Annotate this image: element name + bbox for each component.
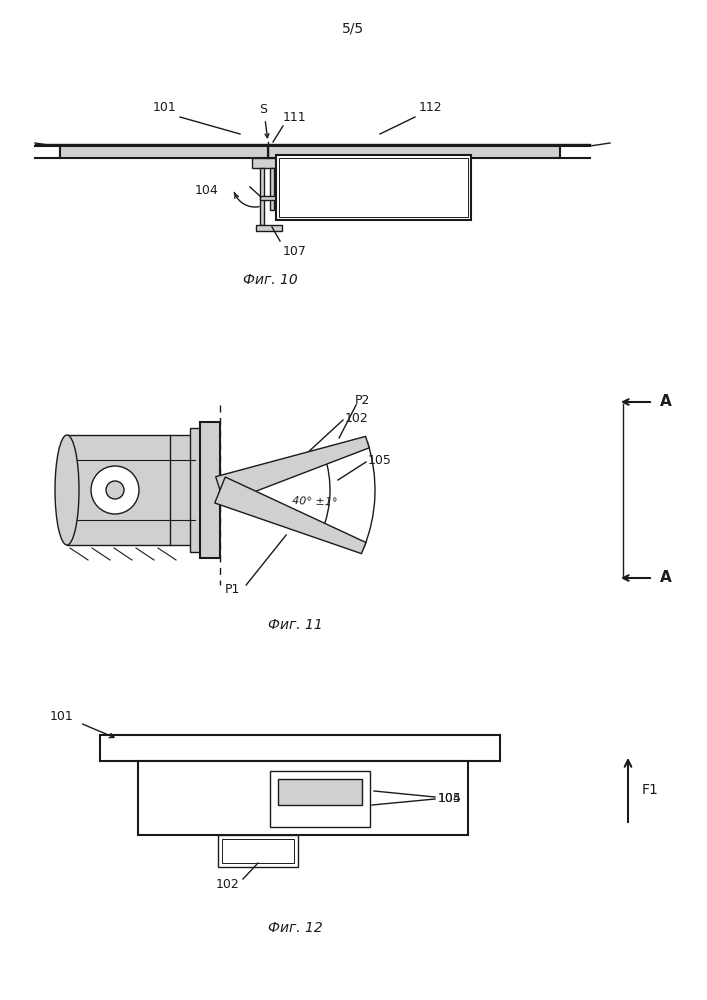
Bar [278,779,362,805]
Text: 112: 112 [418,101,442,114]
Polygon shape [215,477,366,554]
Circle shape [106,481,124,499]
Text: 104: 104 [194,184,218,196]
Bar [222,839,294,863]
Text: Фиг. 11: Фиг. 11 [268,618,322,632]
Text: 105: 105 [438,792,462,806]
Text: 102: 102 [216,879,240,892]
Text: Фиг. 10: Фиг. 10 [243,273,298,287]
Text: A: A [660,394,672,410]
Bar [60,146,268,158]
Bar [100,735,500,761]
Text: 5/5: 5/5 [342,22,364,36]
Bar [190,428,202,552]
Text: 40° ±1°: 40° ±1° [292,496,338,507]
Bar [268,146,560,158]
Text: 102: 102 [345,412,369,424]
Text: 101: 101 [153,101,177,114]
Bar [67,435,195,545]
Text: F1: F1 [642,783,659,797]
Text: Фиг. 12: Фиг. 12 [268,921,322,935]
Bar [279,158,468,217]
Bar [260,168,264,225]
Polygon shape [216,436,369,503]
Bar [200,422,220,558]
Text: P1: P1 [225,583,240,596]
Ellipse shape [55,435,79,545]
Text: A: A [660,570,672,585]
Bar [276,155,471,220]
Bar [252,158,280,168]
Text: 104: 104 [438,792,462,806]
Text: P2: P2 [354,394,370,407]
Bar [218,835,298,867]
Text: 107: 107 [283,245,307,258]
Bar [270,168,274,210]
Text: 101: 101 [50,710,74,724]
Text: S: S [259,103,267,116]
Bar [270,771,370,827]
Bar [260,196,282,200]
Text: 105: 105 [368,454,392,466]
Bar [138,761,468,835]
Circle shape [91,466,139,514]
Text: 111: 111 [283,111,307,124]
Bar [256,225,282,231]
